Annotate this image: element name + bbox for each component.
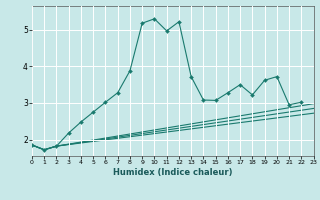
X-axis label: Humidex (Indice chaleur): Humidex (Indice chaleur) [113, 168, 233, 177]
